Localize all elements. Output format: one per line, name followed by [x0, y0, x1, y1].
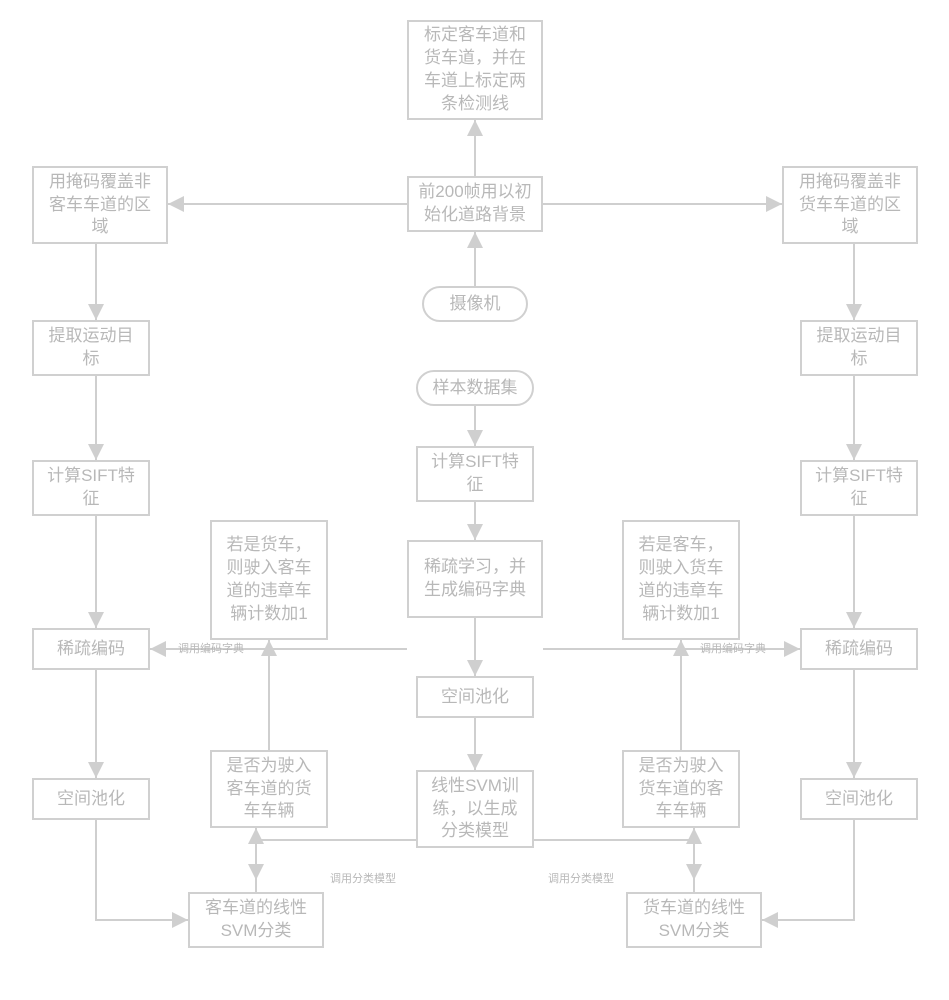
node-l-sift: 计算SIFT特征: [32, 460, 150, 516]
node-top-calibrate: 标定客车道和货车道，并在车道上标定两条检测线: [407, 20, 543, 120]
node-r-sparse: 稀疏编码: [800, 628, 918, 670]
node-sample-ds: 样本数据集: [416, 370, 534, 406]
node-l-decide: 是否为驶入客车道的货车车辆: [210, 750, 328, 828]
node-l-svm: 客车道的线性SVM分类: [188, 892, 324, 948]
node-l-sparse: 稀疏编码: [32, 628, 150, 670]
node-camera: 摄像机: [422, 286, 528, 322]
node-r-sift: 计算SIFT特征: [800, 460, 918, 516]
node-l-pool: 空间池化: [32, 778, 150, 820]
node-l-extract: 提取运动目标: [32, 320, 150, 376]
node-c-pool: 空间池化: [416, 676, 534, 718]
node-r-mask: 用掩码覆盖非货车车道的区域: [782, 166, 918, 244]
node-l-count: 若是货车，则驶入客车道的违章车辆计数加1: [210, 520, 328, 640]
edge-label-model-left: 调用分类模型: [330, 870, 396, 886]
node-r-decide: 是否为驶入货车道的客车车辆: [622, 750, 740, 828]
node-c-svm-train: 线性SVM训练，以生成分类模型: [416, 770, 534, 848]
node-c-sparse-learn: 稀疏学习，并生成编码字典: [407, 540, 543, 618]
node-r-pool: 空间池化: [800, 778, 918, 820]
node-r-count: 若是客车，则驶入货车道的违章车辆计数加1: [622, 520, 740, 640]
edge-label-dict-left: 调用编码字典: [178, 640, 244, 656]
node-init-bg: 前200帧用以初始化道路背景: [407, 176, 543, 232]
node-c-sift: 计算SIFT特征: [416, 446, 534, 502]
node-r-svm: 货车道的线性SVM分类: [626, 892, 762, 948]
edge-label-dict-right: 调用编码字典: [700, 640, 766, 656]
node-r-extract: 提取运动目标: [800, 320, 918, 376]
node-l-mask: 用掩码覆盖非客车车道的区域: [32, 166, 168, 244]
edge-label-model-right: 调用分类模型: [548, 870, 614, 886]
